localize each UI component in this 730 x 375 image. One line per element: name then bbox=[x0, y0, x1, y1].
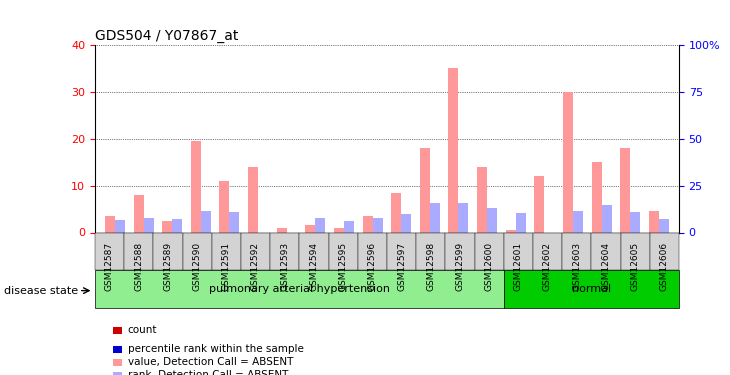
Bar bbox=[201, 211, 211, 232]
Bar bbox=[334, 228, 344, 232]
Text: count: count bbox=[128, 325, 157, 335]
Text: GSM12600: GSM12600 bbox=[485, 242, 493, 291]
Text: normal: normal bbox=[572, 284, 611, 294]
FancyBboxPatch shape bbox=[153, 232, 182, 270]
Text: GSM12604: GSM12604 bbox=[602, 242, 610, 291]
Bar bbox=[363, 216, 372, 232]
Text: GSM12595: GSM12595 bbox=[339, 242, 347, 291]
Text: GSM12596: GSM12596 bbox=[368, 242, 377, 291]
Bar bbox=[277, 228, 287, 232]
FancyBboxPatch shape bbox=[124, 232, 153, 270]
Bar bbox=[372, 217, 383, 232]
FancyBboxPatch shape bbox=[445, 232, 475, 270]
FancyBboxPatch shape bbox=[416, 232, 445, 270]
FancyBboxPatch shape bbox=[533, 232, 562, 270]
Bar bbox=[534, 176, 545, 232]
Bar bbox=[458, 202, 469, 232]
Text: disease state: disease state bbox=[4, 286, 78, 296]
Text: GSM12599: GSM12599 bbox=[456, 242, 464, 291]
Text: GSM12606: GSM12606 bbox=[660, 242, 669, 291]
Bar bbox=[448, 68, 458, 232]
FancyBboxPatch shape bbox=[299, 232, 328, 270]
FancyBboxPatch shape bbox=[328, 232, 358, 270]
FancyBboxPatch shape bbox=[387, 232, 416, 270]
FancyBboxPatch shape bbox=[504, 232, 533, 270]
Bar bbox=[402, 214, 411, 232]
Text: GSM12587: GSM12587 bbox=[105, 242, 114, 291]
FancyBboxPatch shape bbox=[212, 232, 241, 270]
Text: GSM12591: GSM12591 bbox=[222, 242, 231, 291]
FancyBboxPatch shape bbox=[620, 232, 650, 270]
FancyBboxPatch shape bbox=[270, 232, 299, 270]
Bar bbox=[220, 181, 229, 232]
FancyBboxPatch shape bbox=[95, 270, 504, 308]
Text: GSM12588: GSM12588 bbox=[134, 242, 143, 291]
FancyBboxPatch shape bbox=[182, 232, 212, 270]
FancyBboxPatch shape bbox=[358, 232, 387, 270]
Bar bbox=[162, 221, 172, 232]
FancyBboxPatch shape bbox=[562, 232, 591, 270]
Bar bbox=[191, 141, 201, 232]
FancyBboxPatch shape bbox=[650, 232, 679, 270]
Bar bbox=[487, 208, 497, 232]
Text: GSM12602: GSM12602 bbox=[543, 242, 552, 291]
Text: GSM12601: GSM12601 bbox=[514, 242, 523, 291]
Text: GSM12593: GSM12593 bbox=[280, 242, 289, 291]
FancyBboxPatch shape bbox=[474, 232, 504, 270]
Bar bbox=[420, 148, 430, 232]
Text: GSM12589: GSM12589 bbox=[164, 242, 172, 291]
Bar bbox=[305, 225, 315, 232]
Bar bbox=[515, 213, 526, 232]
Bar bbox=[229, 212, 239, 232]
Bar bbox=[134, 195, 144, 232]
Bar bbox=[105, 216, 115, 232]
Text: percentile rank within the sample: percentile rank within the sample bbox=[128, 344, 304, 354]
Bar bbox=[506, 230, 515, 232]
Bar bbox=[430, 202, 440, 232]
Bar bbox=[477, 167, 487, 232]
Bar bbox=[315, 218, 326, 232]
Bar bbox=[630, 212, 640, 232]
Bar bbox=[344, 221, 354, 232]
Text: GSM12592: GSM12592 bbox=[251, 242, 260, 291]
Bar bbox=[172, 219, 182, 232]
FancyBboxPatch shape bbox=[241, 232, 270, 270]
Bar bbox=[620, 148, 630, 232]
Bar bbox=[591, 162, 602, 232]
Bar bbox=[563, 92, 573, 232]
Bar bbox=[248, 167, 258, 232]
Bar bbox=[115, 220, 125, 232]
FancyBboxPatch shape bbox=[591, 232, 620, 270]
Text: value, Detection Call = ABSENT: value, Detection Call = ABSENT bbox=[128, 357, 293, 367]
Text: pulmonary arterial hypertension: pulmonary arterial hypertension bbox=[209, 284, 390, 294]
Text: GDS504 / Y07867_at: GDS504 / Y07867_at bbox=[95, 28, 238, 43]
Bar bbox=[602, 206, 612, 232]
Text: GSM12598: GSM12598 bbox=[426, 242, 435, 291]
Bar bbox=[659, 219, 669, 232]
Text: GSM12594: GSM12594 bbox=[310, 242, 318, 291]
Bar bbox=[649, 211, 659, 232]
Text: rank, Detection Call = ABSENT: rank, Detection Call = ABSENT bbox=[128, 370, 288, 375]
Text: GSM12605: GSM12605 bbox=[631, 242, 639, 291]
Bar bbox=[144, 217, 153, 232]
Text: GSM12590: GSM12590 bbox=[193, 242, 201, 291]
Bar bbox=[391, 193, 402, 232]
FancyBboxPatch shape bbox=[504, 270, 679, 308]
Bar bbox=[573, 211, 583, 232]
Text: GSM12603: GSM12603 bbox=[572, 242, 581, 291]
FancyBboxPatch shape bbox=[95, 232, 124, 270]
Text: GSM12597: GSM12597 bbox=[397, 242, 406, 291]
